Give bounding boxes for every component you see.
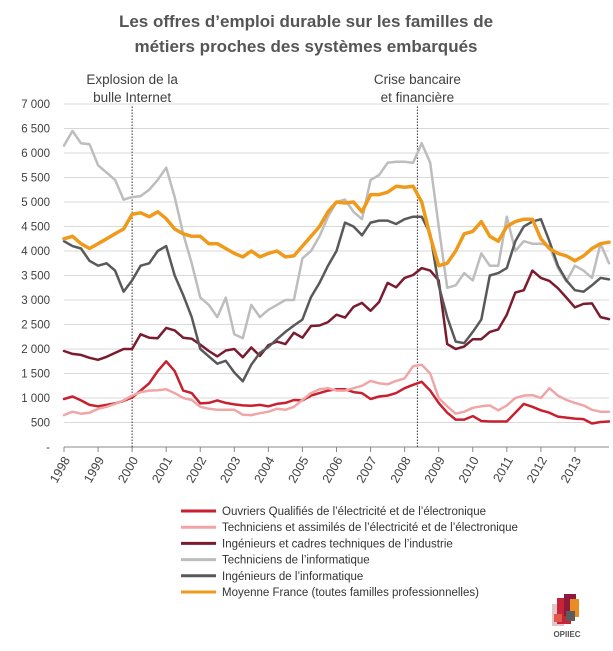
x-tick-label: 2006 — [320, 454, 346, 485]
y-tick-label: 3 500 — [21, 271, 50, 283]
chart-title-line-1: Les offres d’emploi durable sur les fami… — [119, 12, 493, 31]
x-tick-label: 2010 — [456, 454, 482, 485]
series-lines — [62, 129, 611, 425]
y-tick-label: 2 500 — [21, 320, 50, 332]
y-tick-label: 4 000 — [21, 246, 50, 258]
event-annotations: Explosion de la bulle Internet Crise banca… — [86, 72, 461, 105]
x-tick-label: 2004 — [251, 454, 277, 485]
x-tick-label: 1999 — [81, 454, 107, 485]
legend-label: Ingénieurs de l’informatique — [222, 571, 363, 583]
event-annotation-label: et financière — [381, 90, 455, 105]
legend-label: Moyenne France (toutes familles professi… — [222, 587, 479, 599]
x-tick-label: 2000 — [115, 454, 141, 485]
y-tick-label: 3 000 — [21, 295, 50, 307]
y-axis-ticks: - 500 1 000 1 500 2 000 2 500 3 000 3 500 4 000 4… — [21, 99, 50, 454]
series-line-5 — [62, 215, 611, 383]
series-line-6 — [62, 184, 611, 268]
y-tick-label: 6 000 — [21, 148, 50, 160]
legend-label: Techniciens et assimilés de l’électricit… — [222, 522, 518, 534]
x-tick-label: 2013 — [558, 454, 584, 485]
y-tick-label: 6 500 — [21, 124, 50, 136]
logo-block — [554, 614, 562, 622]
y-tick-label: 1 500 — [21, 369, 50, 381]
y-tick-label: 7 000 — [21, 99, 50, 111]
x-tick-label: 2008 — [388, 454, 414, 485]
legend-label: Ouvriers Qualifiés de l’électricité et d… — [222, 506, 486, 518]
y-tick-label: - — [46, 442, 50, 454]
series-line-1 — [62, 360, 611, 425]
x-tick-label: 2005 — [286, 454, 312, 485]
series-line-2 — [62, 363, 611, 417]
x-tick-label: 2009 — [422, 454, 448, 485]
logo-wordmark: OPIIEC — [553, 630, 580, 639]
grid — [64, 103, 609, 423]
y-tick-label: 1 000 — [21, 393, 50, 405]
event-annotation-label: bulle Internet — [93, 90, 171, 105]
x-tick-label: 2003 — [217, 454, 243, 485]
x-tick-label: 2002 — [183, 454, 209, 485]
series-line-4 — [62, 129, 611, 340]
event-annotation-label: Explosion de la — [86, 72, 178, 87]
chart-title-line-2: métiers proches des systèmes embarqués — [134, 37, 477, 56]
y-tick-label: 5 000 — [21, 197, 50, 209]
legend-label: Techniciens de l’informatique — [222, 555, 370, 567]
y-tick-label: 2 000 — [21, 344, 50, 356]
x-tick-label: 2011 — [490, 454, 516, 484]
x-tick-label: 2007 — [354, 454, 380, 485]
x-axis-ticks: 1998 1999 2000 2001 2002 2003 2004 2005 2006 2007… — [47, 447, 584, 485]
x-tick-label: 2001 — [149, 454, 175, 485]
y-tick-label: 4 500 — [21, 222, 50, 234]
chart-title: Les offres d’emploi durable sur les fami… — [119, 12, 493, 56]
legend-label: Ingénieurs et cadres techniques de l’ind… — [222, 538, 453, 550]
event-annotation-label: Crise bancaire — [374, 72, 461, 87]
series-line-3 — [62, 266, 611, 362]
logo-block — [566, 611, 575, 621]
y-tick-label: 500 — [31, 418, 50, 430]
y-tick-label: 5 500 — [21, 173, 50, 185]
x-tick-label: 2012 — [524, 454, 550, 485]
opiiec-logo: OPIIEC — [552, 594, 581, 639]
logo-block — [570, 599, 579, 617]
x-tick-label: 1998 — [47, 454, 73, 485]
legend: Ouvriers Qualifiés de l’électricité et d… — [181, 506, 518, 599]
